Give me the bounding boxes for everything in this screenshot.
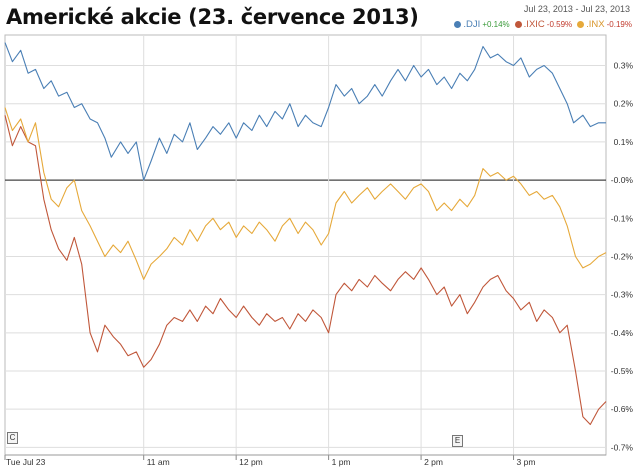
- legend-series-name: .DJI: [463, 19, 481, 30]
- x-tick-label: Tue Jul 23: [6, 457, 46, 467]
- legend: .DJI +0.14% .IXIC -0.59% .INX -0.19%: [454, 19, 632, 30]
- legend-series-change: -0.19%: [606, 20, 632, 29]
- x-tick-label: 1 pm: [332, 457, 351, 467]
- legend-item-inx[interactable]: .INX -0.19%: [577, 19, 632, 30]
- chart-title: Americké akcie (23. července 2013): [6, 5, 419, 29]
- x-tick-label: 11 am: [147, 457, 170, 467]
- legend-series-change: -0.59%: [546, 20, 573, 29]
- marker-e[interactable]: E: [452, 435, 463, 447]
- series-line-ixic: [4, 115, 607, 426]
- y-tick-label: -0.1%: [611, 213, 634, 223]
- y-tick-label: -0.6%: [611, 404, 634, 414]
- y-tick-label: 0.2%: [614, 99, 634, 109]
- legend-item-ixic[interactable]: .IXIC -0.59%: [514, 19, 573, 30]
- legend-dot-icon: [577, 21, 585, 28]
- legend-series-change: +0.14%: [482, 20, 510, 29]
- y-tick-label: -0.5%: [611, 366, 634, 376]
- date-range-end: Jul 23, 2013: [580, 4, 630, 14]
- date-range: Jul 23, 2013 - Jul 23, 2013: [524, 4, 630, 14]
- legend-dot-icon: [454, 21, 462, 28]
- y-tick-labels: 0.3% 0.2% 0.1% -0.0% -0.1% -0.2% -0.3% -0.4% -0.…: [611, 61, 634, 453]
- y-tick-label: 0.3%: [614, 61, 634, 71]
- y-tick-label: -0.7%: [611, 442, 634, 452]
- y-tick-label: -0.4%: [611, 328, 634, 338]
- legend-series-name: .IXIC: [523, 19, 545, 30]
- plot-frame: [4, 34, 607, 456]
- date-range-sep: -: [575, 4, 579, 14]
- x-tick-label: 12 pm: [239, 457, 263, 467]
- legend-dot-icon: [514, 21, 522, 28]
- legend-series-name: .INX: [586, 19, 605, 30]
- x-tick-labels: Tue Jul 23 11 am 12 pm 1 pm 2 pm 3 pm: [6, 457, 535, 467]
- x-tick-label: 3 pm: [517, 457, 536, 467]
- y-tick-label: -0.2%: [611, 251, 634, 261]
- grid-lines: [4, 34, 607, 460]
- y-tick-label: 0.1%: [614, 137, 634, 147]
- y-tick-label: -0.3%: [611, 290, 634, 300]
- series-line-dji: [4, 42, 606, 181]
- y-tick-label: -0.0%: [611, 175, 634, 185]
- marker-c[interactable]: C: [7, 432, 18, 444]
- series-line-inx: [4, 107, 607, 280]
- date-range-start: Jul 23, 2013: [523, 4, 573, 14]
- series-lines: [4, 42, 607, 426]
- x-tick-label: 2 pm: [424, 457, 443, 467]
- legend-item-dji[interactable]: .DJI +0.14%: [454, 19, 510, 30]
